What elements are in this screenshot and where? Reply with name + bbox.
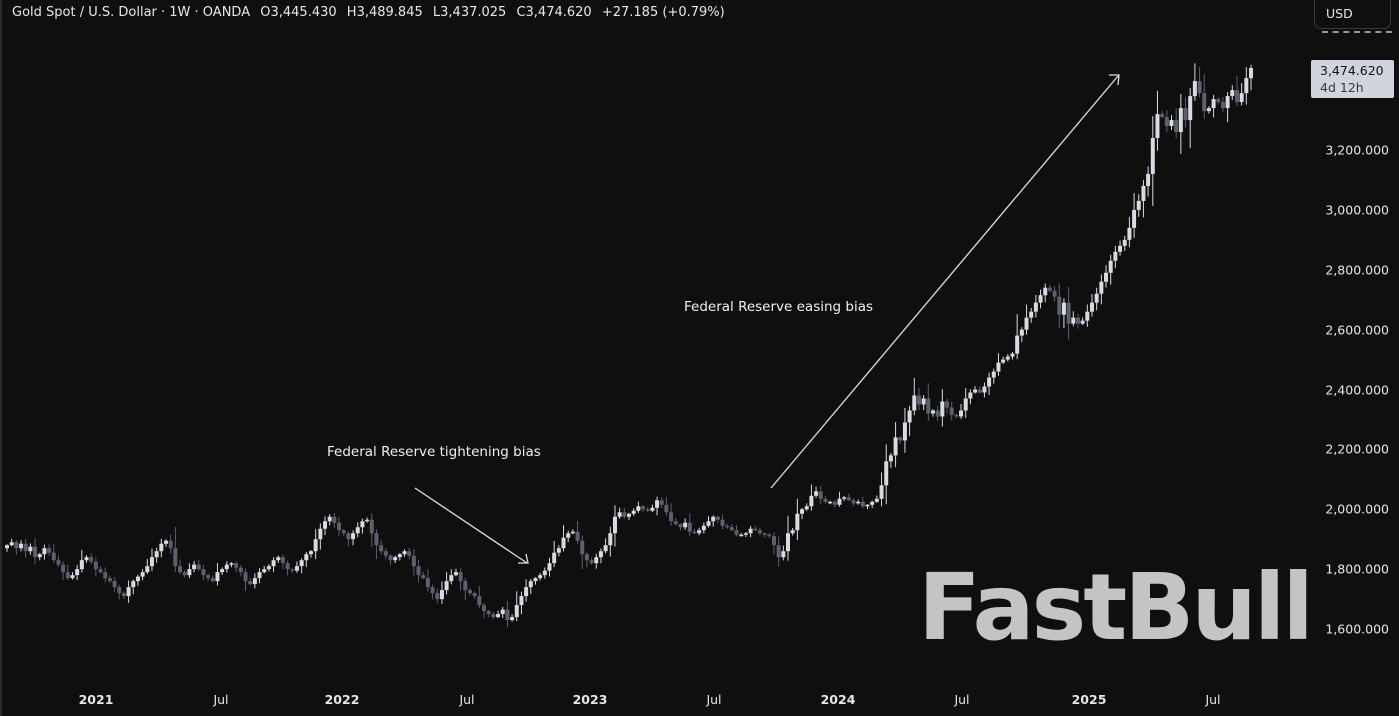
price-tick-label: 2,600.000 — [1325, 322, 1389, 338]
candle-series — [5, 63, 1253, 628]
easing-arrow-icon — [770, 74, 1120, 489]
time-tick-label: 2021 — [78, 692, 114, 707]
chart-plot-area[interactable]: Gold Spot / U.S. Dollar · 1W · OANDA O3,… — [0, 0, 1314, 680]
price-tick-label: 2,800.000 — [1325, 262, 1389, 278]
legend-change: +27.185 (+0.79%) — [601, 5, 725, 20]
legend-close: C3,474.620 — [516, 5, 592, 20]
time-tick-label: 2025 — [1071, 692, 1107, 707]
annotation-easing: Federal Reserve easing bias — [684, 299, 874, 315]
legend-high: H3,489.845 — [346, 5, 423, 20]
legend-title: Gold Spot / U.S. Dollar · 1W · OANDA — [12, 5, 251, 20]
time-tick-label: Jul — [706, 692, 722, 707]
currency-button[interactable]: USD — [1314, 0, 1391, 29]
bar-countdown: 4d 12h — [1320, 80, 1364, 95]
price-axis[interactable]: 1,600.000 1,800.000 2,000.000 2,200.000 2,40… — [1309, 0, 1399, 680]
legend-open: O3,445.430 — [260, 5, 337, 20]
time-tick-label: Jul — [213, 692, 229, 707]
price-tick-label: 3,000.000 — [1325, 202, 1389, 218]
time-tick-label: 2024 — [820, 692, 856, 707]
price-tick-label: 2,000.000 — [1325, 501, 1389, 517]
time-tick-label: 2022 — [324, 692, 360, 707]
time-tick-label: 2023 — [572, 692, 608, 707]
price-tick-label: 1,600.000 — [1325, 621, 1389, 637]
legend-low: L3,437.025 — [432, 5, 507, 20]
last-price-value: 3,474.620 — [1320, 63, 1384, 78]
candlestick-chart — [5, 63, 1253, 628]
time-axis[interactable]: 2021 Jul 2022 Jul 2023 Jul 2024 Jul 2025 Jul — [0, 680, 1309, 716]
price-tick-label: 3,200.000 — [1325, 142, 1389, 158]
tightening-arrow-icon — [414, 487, 529, 564]
fastbull-watermark-logo: FastBull — [918, 554, 1314, 661]
time-tick-label: Jul — [459, 692, 475, 707]
time-tick-label: Jul — [1205, 692, 1221, 707]
last-price-tag: 3,474.620 4d 12h — [1311, 60, 1394, 98]
annotation-tightening: Federal Reserve tightening bias — [327, 444, 541, 460]
price-tick-label: 2,200.000 — [1325, 441, 1389, 457]
symbol-legend: Gold Spot / U.S. Dollar · 1W · OANDA O3,… — [12, 5, 731, 20]
time-tick-label: Jul — [954, 692, 970, 707]
top-tick-partial — [1322, 31, 1392, 33]
chart-left-border — [0, 0, 2, 716]
price-tick-label: 1,800.000 — [1325, 561, 1389, 577]
price-tick-label: 2,400.000 — [1325, 382, 1389, 398]
